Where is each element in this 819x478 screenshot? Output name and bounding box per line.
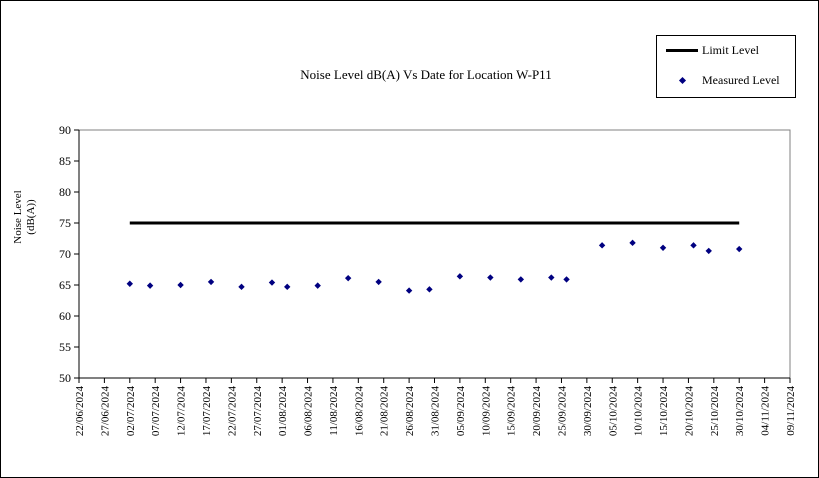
y-tick-label-60: 60 bbox=[59, 309, 71, 323]
measured-point-21 bbox=[705, 247, 712, 255]
measured-point-8 bbox=[344, 274, 352, 282]
measured-point-6 bbox=[284, 283, 291, 291]
measured-point-9 bbox=[375, 278, 382, 286]
x-tick-label-23: 15/10/2024 bbox=[658, 386, 670, 437]
measured-point-10 bbox=[405, 287, 413, 294]
plot-area: 50 55 60 65 70 75 80 85 90 22/06/2024 27/06/2024 02… bbox=[59, 123, 797, 436]
measured-point-0 bbox=[126, 280, 133, 287]
x-tick-label-0: 22/06/2024 bbox=[74, 386, 86, 437]
measured-point-2 bbox=[177, 281, 184, 289]
x-tick-label-24: 20/10/2024 bbox=[683, 386, 695, 437]
y-tick-label-50: 50 bbox=[59, 371, 71, 385]
x-tick-label-19: 25/09/2024 bbox=[556, 386, 568, 437]
y-axis-label: Noise Level (dB(A)) bbox=[12, 190, 37, 243]
legend-label-limit-level: Limit Level bbox=[702, 42, 759, 57]
legend-label-measured-level: Measured Level bbox=[702, 72, 780, 87]
measured-point-3 bbox=[207, 278, 215, 286]
x-tick-label-10: 11/08/2024 bbox=[328, 386, 340, 436]
legend: Limit Level Measured Level bbox=[656, 35, 796, 98]
x-tick-label-12: 21/08/2024 bbox=[379, 386, 391, 437]
x-tick-label-26: 30/10/2024 bbox=[734, 386, 746, 437]
y-axis-label-line-2: (dB(A)) bbox=[25, 199, 37, 235]
y-tick-label-80: 80 bbox=[59, 185, 71, 199]
measured-point-20 bbox=[690, 242, 697, 249]
x-tick-label-5: 17/07/2024 bbox=[201, 386, 213, 437]
y-tick-label-90: 90 bbox=[59, 123, 71, 137]
x-tick-label-14: 31/08/2024 bbox=[430, 386, 442, 437]
x-tick-label-22: 10/10/2024 bbox=[633, 386, 645, 437]
measured-point-17 bbox=[598, 242, 606, 249]
x-tick-label-3: 07/07/2024 bbox=[150, 386, 162, 437]
x-tick-label-8: 01/08/2024 bbox=[277, 386, 289, 437]
measured-point-4 bbox=[238, 283, 245, 291]
measured-point-14 bbox=[517, 276, 525, 283]
measured-point-1 bbox=[146, 282, 154, 289]
y-tick-label-55: 55 bbox=[59, 340, 71, 354]
measured-point-15 bbox=[548, 274, 555, 281]
y-tick-label-85: 85 bbox=[59, 154, 71, 168]
x-tick-label-15: 05/09/2024 bbox=[455, 386, 467, 437]
measured-point-13 bbox=[487, 274, 494, 281]
x-tick-label-20: 30/09/2024 bbox=[582, 386, 594, 437]
y-tick-label-75: 75 bbox=[59, 216, 71, 230]
x-tick-label-11: 16/08/2024 bbox=[353, 386, 365, 437]
measured-point-11 bbox=[426, 286, 433, 293]
x-tick-label-25: 25/10/2024 bbox=[709, 386, 721, 437]
y-tick-label-65: 65 bbox=[59, 278, 71, 292]
x-tick-label-16: 10/09/2024 bbox=[480, 386, 492, 437]
legend-item-measured-level: Measured Level bbox=[657, 71, 780, 89]
measured-point-12 bbox=[456, 273, 464, 280]
measured-point-7 bbox=[314, 282, 321, 289]
measured-point-22 bbox=[736, 245, 743, 253]
limit-level-swatch bbox=[666, 48, 698, 52]
x-tick-label-7: 27/07/2024 bbox=[252, 386, 264, 437]
legend-item-limit-level: Limit Level bbox=[657, 41, 759, 59]
x-tick-label-17: 15/09/2024 bbox=[506, 386, 518, 437]
x-tick-label-9: 06/08/2024 bbox=[303, 386, 315, 437]
x-tick-label-6: 22/07/2024 bbox=[226, 386, 238, 437]
y-axis-label-line-1: Noise Level bbox=[12, 190, 24, 243]
measured-point-16 bbox=[563, 276, 570, 283]
measured-point-18 bbox=[629, 239, 636, 247]
y-tick-label-70: 70 bbox=[59, 247, 71, 261]
chart-title: Noise Level dB(A) Vs Date for Location W… bbox=[300, 67, 551, 82]
measured-level-swatch bbox=[666, 76, 698, 84]
measured-point-19 bbox=[659, 244, 667, 251]
x-tick-label-21: 05/10/2024 bbox=[607, 386, 619, 437]
plot-border bbox=[78, 129, 791, 379]
x-tick-label-4: 12/07/2024 bbox=[176, 386, 188, 437]
x-tick-label-2: 02/07/2024 bbox=[125, 386, 137, 437]
x-tick-label-28: 09/11/2024 bbox=[785, 386, 797, 436]
measured-point-5 bbox=[268, 279, 276, 286]
x-tick-label-27: 04/11/2024 bbox=[760, 386, 772, 436]
x-tick-label-13: 26/08/2024 bbox=[404, 386, 416, 437]
x-tick-label-18: 20/09/2024 bbox=[531, 386, 543, 437]
x-tick-label-1: 27/06/2024 bbox=[99, 386, 111, 437]
